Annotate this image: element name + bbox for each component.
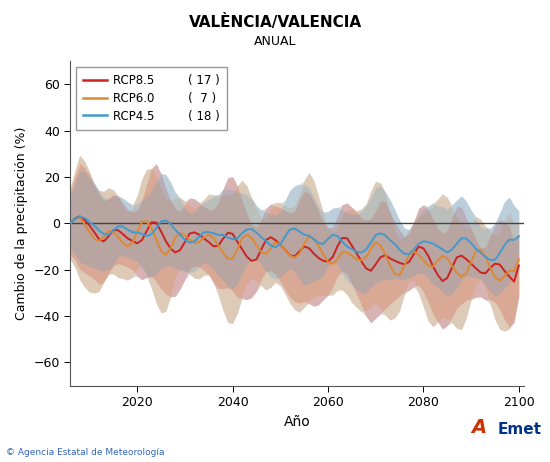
Text: A: A: [471, 418, 486, 437]
Text: © Agencia Estatal de Meteorología: © Agencia Estatal de Meteorología: [6, 449, 164, 457]
Text: VALÈNCIA/VALENCIA: VALÈNCIA/VALENCIA: [189, 14, 361, 30]
X-axis label: Año: Año: [284, 414, 310, 429]
Text: Emet: Emet: [498, 422, 542, 437]
Legend: RCP8.5         ( 17 ), RCP6.0         (  7 ), RCP4.5         ( 18 ): RCP8.5 ( 17 ), RCP6.0 ( 7 ), RCP4.5 ( 18…: [76, 67, 227, 130]
Y-axis label: Cambio de la precipitación (%): Cambio de la precipitación (%): [15, 127, 28, 320]
Text: ANUAL: ANUAL: [254, 35, 296, 48]
